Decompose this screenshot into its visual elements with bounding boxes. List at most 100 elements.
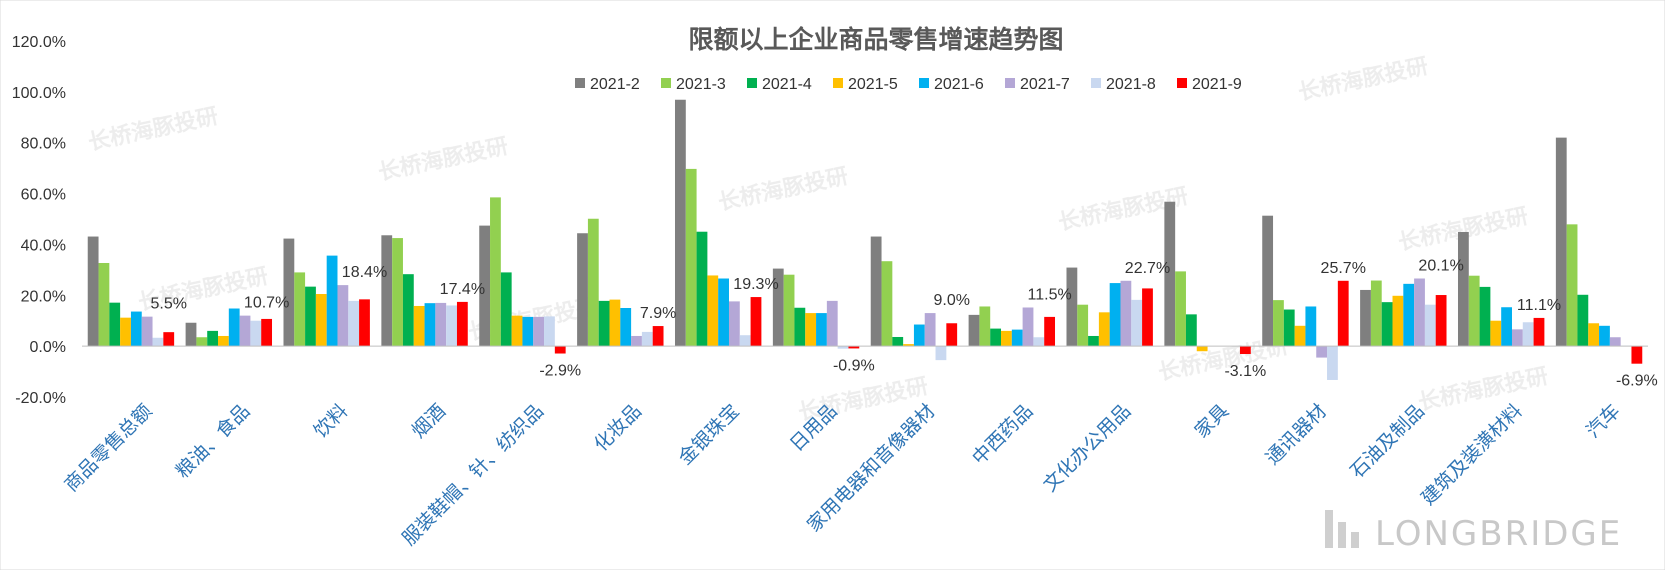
bar-2021-5-8 (903, 344, 914, 347)
bar-2021-3-7 (783, 274, 795, 347)
bar-2021-2-8 (870, 236, 882, 347)
data-label: 11.1% (1517, 297, 1561, 314)
legend-swatch (575, 78, 585, 88)
bar-2021-6-5 (620, 308, 632, 347)
bar-2021-5-1 (218, 335, 229, 347)
bar-2021-3-14 (1468, 275, 1480, 347)
bar-2021-4-1 (207, 330, 219, 347)
bar-2021-7-2 (337, 285, 349, 347)
legend-label: 2021-9 (1192, 76, 1242, 93)
bar-2021-2-5 (577, 233, 588, 347)
longbridge-logo: LONGBRIDGE (1325, 510, 1622, 554)
bar-2021-8-3 (446, 305, 457, 347)
bar-2021-6-4 (522, 316, 534, 347)
bar-2021-5-11 (1196, 346, 1208, 352)
bar-2021-6-8 (913, 324, 925, 347)
bar-2021-6-10 (1109, 283, 1121, 347)
bar-2021-7-13 (1414, 278, 1425, 347)
bar-2021-5-4 (511, 315, 523, 347)
data-label: 18.4% (342, 264, 387, 281)
bar-2021-8-2 (348, 300, 360, 347)
bar-2021-8-9 (1033, 337, 1045, 347)
bar-2021-4-11 (1185, 314, 1197, 347)
bar-2021-7-0 (141, 316, 153, 347)
bar-2021-6-15 (1599, 325, 1610, 347)
bar-2021-2-6 (674, 99, 686, 347)
bar-2021-8-1 (250, 320, 262, 347)
bar-2021-6-2 (326, 255, 338, 347)
bar-2021-5-6 (707, 275, 719, 347)
bar-2021-7-5 (631, 335, 642, 347)
bar-2021-7-10 (1120, 280, 1132, 347)
bar-2021-3-5 (587, 218, 599, 347)
bar-2021-5-2 (315, 294, 327, 347)
legend-swatch (747, 78, 757, 88)
bar-2021-7-12 (1316, 346, 1328, 358)
bar-2021-4-7 (794, 307, 806, 347)
bar-2021-3-0 (98, 262, 110, 347)
bar-2021-5-14 (1490, 320, 1502, 347)
data-labels-layer: 5.5% 10.7% 18.4% 17.4% -2.9% 7.9% 19.3% -0.9% 9.… (151, 258, 1658, 390)
y-tick-label: 20.0% (21, 288, 66, 305)
bar-2021-8-7 (837, 346, 849, 349)
bar-2021-4-9 (990, 328, 1002, 347)
bar-2021-5-13 (1392, 295, 1404, 347)
legend-label: 2021-5 (848, 76, 898, 93)
y-tick-label: -20.0% (15, 390, 66, 407)
data-label: 7.9% (640, 305, 676, 322)
bar-2021-5-3 (413, 305, 425, 347)
data-label: 5.5% (151, 296, 187, 313)
bar-2021-7-9 (1022, 307, 1034, 347)
bar-2021-3-13 (1370, 280, 1382, 347)
bar-2021-9-3 (456, 301, 468, 347)
bar-2021-4-2 (305, 286, 316, 347)
bar-2021-6-12 (1305, 306, 1317, 347)
legend-label: 2021-8 (1106, 76, 1156, 93)
bar-2021-8-6 (739, 335, 751, 347)
bar-2021-2-11 (1164, 201, 1176, 347)
bar-2021-7-7 (826, 300, 838, 347)
bar-2021-3-10 (1077, 304, 1089, 347)
y-tick-label: 40.0% (21, 237, 66, 254)
data-label: 17.4% (440, 281, 485, 298)
bar-2021-5-9 (1001, 330, 1012, 347)
bar-2021-2-2 (283, 238, 295, 347)
bar-2021-2-13 (1360, 289, 1371, 347)
bars-layer (87, 99, 1643, 380)
bar-2021-3-8 (881, 261, 893, 347)
bar-2021-3-15 (1566, 224, 1578, 347)
bar-2021-7-15 (1609, 337, 1621, 347)
bar-2021-9-0 (163, 332, 175, 347)
bar-2021-3-9 (979, 306, 991, 347)
bar-2021-8-8 (935, 346, 947, 361)
bar-2021-8-4 (544, 316, 555, 347)
bar-2021-2-7 (772, 268, 784, 347)
y-tick-label: 80.0% (21, 136, 66, 153)
bar-2021-9-4 (554, 346, 566, 354)
data-label: 25.7% (1321, 260, 1366, 277)
bar-2021-9-6 (750, 297, 762, 347)
bar-2021-3-4 (490, 197, 501, 347)
bar-2021-5-12 (1294, 325, 1306, 347)
bar-2021-4-15 (1577, 294, 1589, 347)
bar-2021-8-12 (1327, 346, 1338, 380)
bar-2021-7-4 (533, 316, 545, 347)
legend-swatch (1177, 78, 1187, 88)
bar-2021-3-1 (196, 337, 208, 347)
bar-2021-9-12 (1337, 280, 1349, 347)
data-label: 9.0% (934, 292, 970, 309)
bar-2021-9-8 (946, 323, 958, 347)
brand-text: LONGBRIDGE (1375, 514, 1622, 554)
legend-swatch (833, 78, 843, 88)
data-label: 10.7% (244, 295, 289, 312)
data-label: -6.9% (1616, 373, 1658, 390)
legend-label: 2021-2 (590, 76, 640, 93)
bar-2021-9-15 (1631, 346, 1643, 364)
bar-2021-8-5 (641, 331, 653, 347)
data-label: 22.7% (1125, 260, 1170, 277)
bar-2021-6-6 (718, 278, 729, 347)
bar-2021-8-13 (1424, 304, 1436, 347)
bar-2021-7-3 (435, 302, 447, 347)
